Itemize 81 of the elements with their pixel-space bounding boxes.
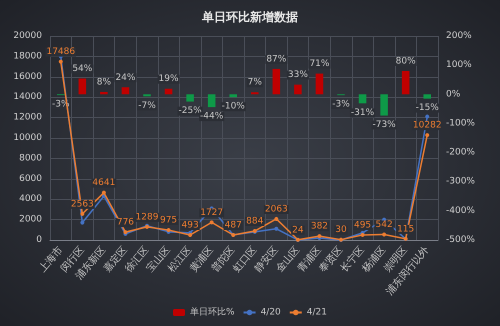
y-tick-label: 4000 [19,194,42,204]
y2-tick-label: -300% [446,176,476,187]
bar [100,92,108,94]
data-label: 8% [96,77,112,88]
y-tick-label: 2000 [19,214,42,225]
data-label: 1289 [136,212,159,222]
legend-label: 4/21 [306,308,327,318]
data-label: 493 [182,220,199,230]
data-label: -3% [332,100,350,110]
bar [316,74,324,94]
data-label: 19% [158,74,179,84]
bar [294,84,302,94]
y-tick-label: 12000 [13,112,42,123]
data-label: -15% [416,103,440,114]
point [425,133,430,138]
y2-tick-label: -500% [446,235,476,245]
y-tick-label: 10000 [13,133,42,143]
data-label: 80% [396,56,416,66]
data-label: 71% [309,59,330,70]
y2-tick-label: -100% [446,118,476,128]
y-tick-label: 18000 [13,51,42,62]
bar [186,94,194,102]
point [80,212,84,216]
data-label: 87% [266,54,287,64]
chart-title: 单日环比新增数据 [201,10,298,24]
data-label: 4641 [92,178,116,188]
y-tick-label: 0 [36,235,42,245]
point [425,114,430,119]
data-label: -7% [138,100,156,111]
bar [164,88,172,94]
y-tick-label: 6000 [19,174,42,184]
point [80,220,84,225]
data-label: 7% [248,78,262,88]
point [102,190,106,195]
bar [358,94,366,104]
data-label: -10% [222,102,246,112]
data-label: 495 [354,220,372,230]
bar [122,87,130,94]
point [382,232,386,236]
bar [380,94,388,116]
point [274,216,278,221]
data-label: 776 [116,218,134,228]
bar [208,94,216,108]
y2-tick-label: 0% [446,89,461,100]
data-label: 884 [246,216,264,226]
point [58,60,63,64]
data-label: 975 [160,216,178,226]
data-label: 2563 [70,199,94,210]
bar [272,68,280,94]
y-tick-label: 14000 [13,92,42,102]
bar [402,70,410,94]
data-label: 54% [72,64,93,74]
data-label: 542 [376,220,393,230]
y2-tick-label: -400% [446,206,476,216]
y-tick-label: 8000 [19,153,42,164]
point [274,226,278,231]
data-label: 2063 [264,204,288,214]
data-label: 382 [310,222,328,232]
y2-tick-label: 200% [446,31,472,41]
data-label: 10282 [412,120,442,131]
data-label: 1727 [200,208,224,218]
data-label: -25% [178,106,202,116]
y2-tick-label: -200% [446,148,476,158]
bar [78,78,86,94]
legend-label: 单日环比% [190,306,236,318]
data-label: 33% [288,70,308,80]
data-label: 17486 [46,47,76,58]
data-label: 115 [397,224,414,234]
data-label: 487 [224,220,242,231]
y2-tick-label: 100% [446,60,472,70]
data-label: 24% [115,72,136,83]
data-label: -31% [350,108,375,118]
y-tick-label: 20000 [13,31,42,41]
data-label: -44% [200,112,224,122]
data-label: 24 [292,225,304,236]
legend-label: 4/20 [260,308,282,318]
data-label: 30 [335,225,347,236]
bar [423,94,431,99]
data-label: -73% [372,120,396,130]
y-tick-label: 16000 [13,72,42,82]
point [210,220,214,224]
